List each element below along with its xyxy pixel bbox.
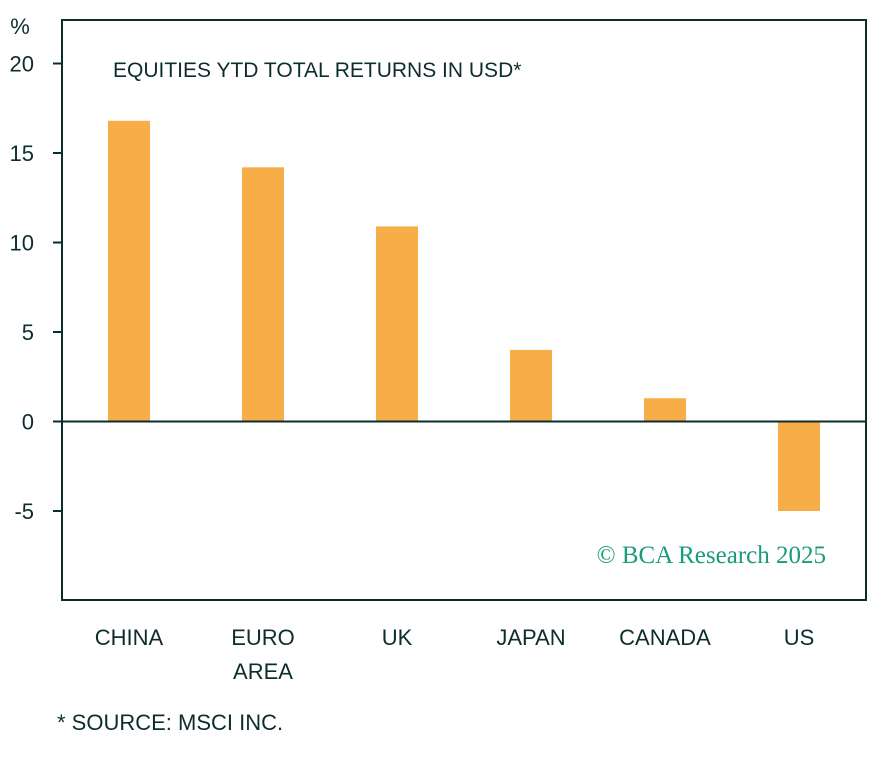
x-category-label: CHINA — [95, 625, 164, 650]
y-axis-unit: % — [10, 14, 30, 39]
y-tick-label: 20 — [10, 52, 34, 77]
y-tick-label: 15 — [10, 141, 34, 166]
x-category-label: AREA — [233, 659, 293, 684]
x-category-label: EURO — [231, 625, 295, 650]
x-category-label: CANADA — [619, 625, 711, 650]
x-category-label: UK — [382, 625, 413, 650]
y-tick-label: 5 — [22, 320, 34, 345]
bar — [376, 226, 418, 422]
bar — [510, 349, 552, 422]
watermark: © BCA Research 2025 — [597, 542, 826, 569]
bar — [242, 167, 284, 422]
y-tick-label: 10 — [10, 231, 34, 256]
bar — [644, 398, 686, 422]
y-tick-label: 0 — [22, 410, 34, 435]
y-axis-ticks: 20 15 10 5 0 -5 — [10, 52, 62, 524]
chart-title: EQUITIES YTD TOTAL RETURNS IN USD* — [113, 59, 521, 82]
x-category-label: JAPAN — [496, 625, 565, 650]
bars — [108, 120, 820, 511]
source-footnote: * SOURCE: MSCI INC. — [57, 710, 284, 735]
x-axis-labels: CHINA EURO AREA UK JAPAN CANADA US — [95, 625, 815, 684]
bar — [108, 120, 150, 422]
plot-frame — [61, 19, 867, 601]
y-tick-label: -5 — [14, 499, 34, 524]
bar — [778, 421, 820, 511]
x-category-label: US — [784, 625, 815, 650]
